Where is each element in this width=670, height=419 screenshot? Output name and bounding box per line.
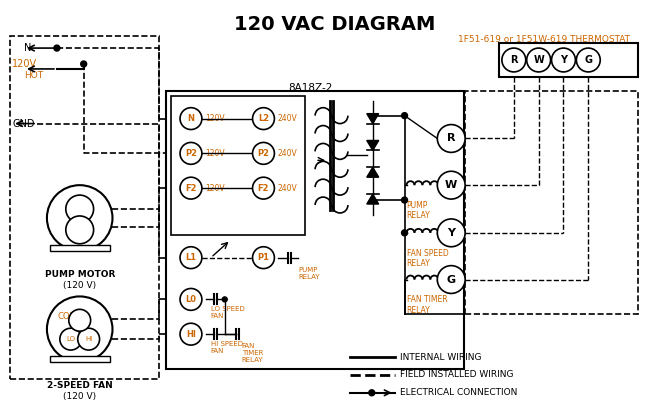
Text: 120 VAC DIAGRAM: 120 VAC DIAGRAM <box>234 16 436 34</box>
Text: W: W <box>533 55 544 65</box>
Circle shape <box>60 328 82 350</box>
Text: FAN TIMER
RELAY: FAN TIMER RELAY <box>407 295 447 315</box>
Text: F2: F2 <box>258 184 269 193</box>
Bar <box>465 91 638 314</box>
Bar <box>10 36 159 379</box>
Circle shape <box>551 48 576 72</box>
Circle shape <box>369 390 375 396</box>
Circle shape <box>180 247 202 269</box>
Text: 120V: 120V <box>205 149 224 158</box>
Text: L1: L1 <box>186 253 196 262</box>
Text: G: G <box>584 55 592 65</box>
Circle shape <box>180 288 202 310</box>
Text: PUMP MOTOR: PUMP MOTOR <box>44 269 115 279</box>
Text: P1: P1 <box>257 253 269 262</box>
Bar <box>171 96 306 235</box>
Circle shape <box>66 216 94 244</box>
Circle shape <box>502 48 526 72</box>
Circle shape <box>69 309 90 331</box>
Circle shape <box>47 296 113 362</box>
Polygon shape <box>366 140 379 150</box>
Text: 120V: 120V <box>205 184 224 193</box>
Circle shape <box>47 185 113 251</box>
Circle shape <box>180 142 202 164</box>
Text: 120V: 120V <box>205 114 224 123</box>
Circle shape <box>222 297 227 302</box>
Text: N: N <box>188 114 194 123</box>
Text: F2: F2 <box>185 184 197 193</box>
Polygon shape <box>366 167 379 177</box>
Circle shape <box>180 323 202 345</box>
Circle shape <box>401 113 407 119</box>
Text: FAN
TIMER
RELAY: FAN TIMER RELAY <box>242 343 263 363</box>
Circle shape <box>253 108 275 129</box>
Circle shape <box>180 108 202 129</box>
Text: 240V: 240V <box>277 149 297 158</box>
Text: PUMP
RELAY: PUMP RELAY <box>407 201 430 220</box>
Text: 240V: 240V <box>277 184 297 193</box>
Bar <box>50 356 109 362</box>
Text: (120 V): (120 V) <box>63 281 96 290</box>
Text: LO SPEED
FAN: LO SPEED FAN <box>211 306 245 319</box>
Circle shape <box>527 48 551 72</box>
Text: PUMP
RELAY: PUMP RELAY <box>298 266 320 279</box>
Circle shape <box>78 328 100 350</box>
Text: HI: HI <box>186 330 196 339</box>
Circle shape <box>253 177 275 199</box>
Text: R: R <box>447 134 456 143</box>
Text: P2: P2 <box>185 149 197 158</box>
Bar <box>50 245 109 251</box>
Text: 2-SPEED FAN: 2-SPEED FAN <box>47 381 113 390</box>
Text: FIELD INSTALLED WIRING: FIELD INSTALLED WIRING <box>399 370 513 379</box>
Text: 1F51-619 or 1F51W-619 THERMOSTAT: 1F51-619 or 1F51W-619 THERMOSTAT <box>458 35 630 44</box>
Text: 120V: 120V <box>12 59 38 69</box>
Bar <box>499 43 638 77</box>
Circle shape <box>401 197 407 203</box>
Circle shape <box>401 230 407 236</box>
Circle shape <box>576 48 600 72</box>
Text: HI: HI <box>85 336 92 342</box>
Text: P2: P2 <box>257 149 269 158</box>
Text: 240V: 240V <box>277 114 297 123</box>
Bar <box>166 91 464 369</box>
Text: INTERNAL WIRING: INTERNAL WIRING <box>399 352 481 362</box>
Text: Y: Y <box>560 55 567 65</box>
Text: LO: LO <box>66 336 75 342</box>
Text: N: N <box>24 43 31 53</box>
Text: L0: L0 <box>186 295 196 304</box>
Text: GND: GND <box>12 119 35 129</box>
Text: HOT: HOT <box>24 71 43 80</box>
Text: (120 V): (120 V) <box>63 392 96 401</box>
Circle shape <box>66 195 94 223</box>
Circle shape <box>438 219 465 247</box>
Circle shape <box>438 266 465 293</box>
Text: R: R <box>510 55 517 65</box>
Text: W: W <box>445 180 458 190</box>
Circle shape <box>438 171 465 199</box>
Text: COM: COM <box>58 312 78 321</box>
Text: FAN SPEED
RELAY: FAN SPEED RELAY <box>407 249 448 268</box>
Text: L2: L2 <box>258 114 269 123</box>
Text: HI SPEED
FAN: HI SPEED FAN <box>211 341 243 354</box>
Circle shape <box>180 177 202 199</box>
Polygon shape <box>366 194 379 204</box>
Text: Y: Y <box>447 228 455 238</box>
Circle shape <box>54 45 60 51</box>
Text: G: G <box>447 274 456 285</box>
Circle shape <box>80 61 86 67</box>
Circle shape <box>253 247 275 269</box>
Circle shape <box>438 124 465 153</box>
Text: ELECTRICAL CONNECTION: ELECTRICAL CONNECTION <box>399 388 517 397</box>
Polygon shape <box>366 114 379 124</box>
Circle shape <box>253 142 275 164</box>
Text: 8A18Z-2: 8A18Z-2 <box>288 83 332 93</box>
